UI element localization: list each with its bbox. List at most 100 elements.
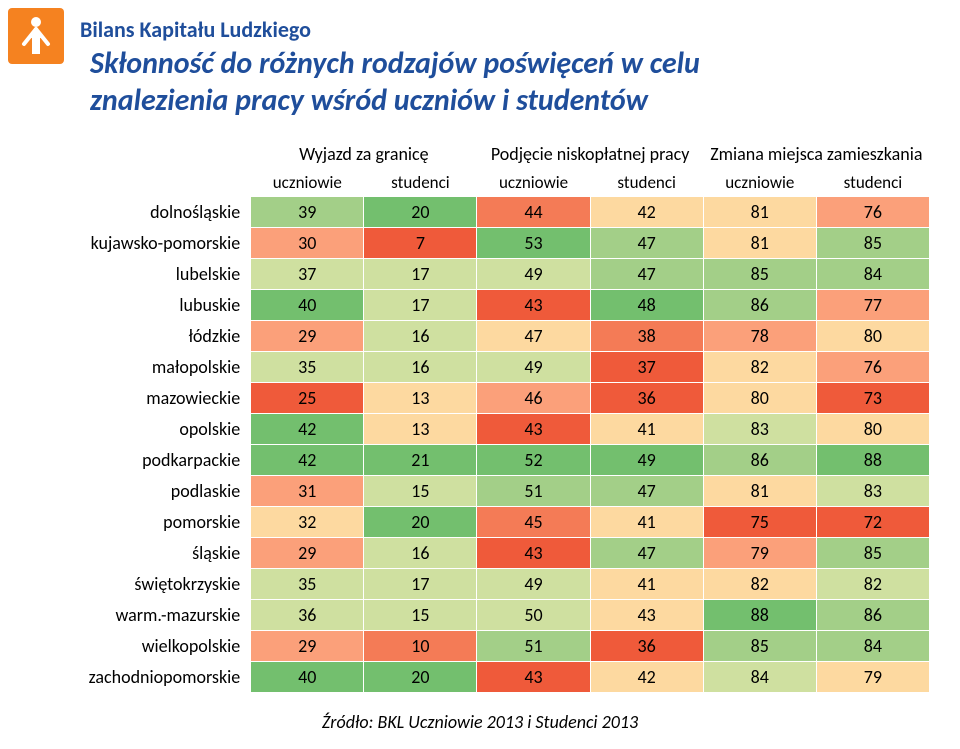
- cell: 43: [477, 662, 590, 693]
- cell: 17: [364, 290, 477, 321]
- slide-title: Skłonność do różnych rodzajów poświęceń …: [90, 46, 930, 119]
- cell: 82: [816, 569, 929, 600]
- row-label: łódzkie: [31, 321, 251, 352]
- cell: 85: [703, 631, 816, 662]
- table-corner-sub: [31, 170, 251, 197]
- title-line-2: znalezienia pracy wśród uczniów i studen…: [90, 82, 648, 119]
- cell: 79: [703, 538, 816, 569]
- cell: 81: [703, 476, 816, 507]
- cell: 78: [703, 321, 816, 352]
- cell: 20: [364, 507, 477, 538]
- table-row: łódzkie291647387880: [31, 321, 930, 352]
- cell: 29: [251, 538, 364, 569]
- row-label: kujawsko-pomorskie: [31, 228, 251, 259]
- cell: 35: [251, 352, 364, 383]
- header-group-1: Wyjazd za granicę: [251, 137, 477, 170]
- cell: 47: [590, 228, 703, 259]
- cell: 16: [364, 538, 477, 569]
- cell: 77: [816, 290, 929, 321]
- cell: 50: [477, 600, 590, 631]
- table-row: lubelskie371749478584: [31, 259, 930, 290]
- cell: 16: [364, 352, 477, 383]
- cell: 83: [816, 476, 929, 507]
- row-label: pomorskie: [31, 507, 251, 538]
- cell: 47: [590, 259, 703, 290]
- cell: 41: [590, 507, 703, 538]
- subheader-uczniowie: uczniowie: [477, 170, 590, 197]
- table-row: zachodniopomorskie402043428479: [31, 662, 930, 693]
- cell: 76: [816, 197, 929, 228]
- cell: 51: [477, 631, 590, 662]
- cell: 82: [703, 352, 816, 383]
- cell: 83: [703, 414, 816, 445]
- cell: 84: [816, 259, 929, 290]
- cell: 53: [477, 228, 590, 259]
- cell: 81: [703, 228, 816, 259]
- cell: 21: [364, 445, 477, 476]
- row-label: dolnośląskie: [31, 197, 251, 228]
- cell: 13: [364, 383, 477, 414]
- row-label: lubuskie: [31, 290, 251, 321]
- cell: 17: [364, 569, 477, 600]
- table-row: małopolskie351649378276: [31, 352, 930, 383]
- subheader-studenci: studenci: [816, 170, 929, 197]
- cell: 81: [703, 197, 816, 228]
- row-label: lubelskie: [31, 259, 251, 290]
- header-group-2: Podjęcie niskopłatnej pracy: [477, 137, 703, 170]
- cell: 41: [590, 414, 703, 445]
- cell: 40: [251, 662, 364, 693]
- cell: 80: [816, 414, 929, 445]
- row-label: mazowieckie: [31, 383, 251, 414]
- cell: 75: [703, 507, 816, 538]
- cell: 42: [590, 197, 703, 228]
- table-row: pomorskie322045417572: [31, 507, 930, 538]
- cell: 41: [590, 569, 703, 600]
- cell: 84: [816, 631, 929, 662]
- table-row: lubuskie401743488677: [31, 290, 930, 321]
- header-group-3: Zmiana miejsca zamieszkania: [703, 137, 929, 170]
- cell: 20: [364, 662, 477, 693]
- table-row: podlaskie311551478183: [31, 476, 930, 507]
- cell: 82: [703, 569, 816, 600]
- cell: 80: [816, 321, 929, 352]
- row-label: opolskie: [31, 414, 251, 445]
- cell: 47: [477, 321, 590, 352]
- cell: 37: [251, 259, 364, 290]
- cell: 47: [590, 538, 703, 569]
- cell: 38: [590, 321, 703, 352]
- cell: 85: [703, 259, 816, 290]
- table-row: podkarpackie422152498688: [31, 445, 930, 476]
- logo-icon: [8, 8, 64, 64]
- cell: 43: [590, 600, 703, 631]
- cell: 37: [590, 352, 703, 383]
- cell: 39: [251, 197, 364, 228]
- cell: 51: [477, 476, 590, 507]
- subheader-uczniowie: uczniowie: [251, 170, 364, 197]
- cell: 86: [816, 600, 929, 631]
- cell: 49: [477, 569, 590, 600]
- subheader-studenci: studenci: [364, 170, 477, 197]
- cell: 46: [477, 383, 590, 414]
- cell: 25: [251, 383, 364, 414]
- cell: 36: [590, 383, 703, 414]
- source-citation: Źródło: BKL Uczniowie 2013 i Studenci 20…: [0, 711, 960, 733]
- row-label: zachodniopomorskie: [31, 662, 251, 693]
- cell: 43: [477, 290, 590, 321]
- cell: 86: [703, 290, 816, 321]
- cell: 30: [251, 228, 364, 259]
- data-table: Wyjazd za granicę Podjęcie niskopłatnej …: [30, 136, 930, 693]
- cell: 49: [477, 259, 590, 290]
- table-row: mazowieckie251346368073: [31, 383, 930, 414]
- cell: 72: [816, 507, 929, 538]
- cell: 40: [251, 290, 364, 321]
- cell: 45: [477, 507, 590, 538]
- cell: 47: [590, 476, 703, 507]
- cell: 84: [703, 662, 816, 693]
- cell: 88: [703, 600, 816, 631]
- cell: 73: [816, 383, 929, 414]
- table-row: opolskie421343418380: [31, 414, 930, 445]
- cell: 32: [251, 507, 364, 538]
- table-row: śląskie291643477985: [31, 538, 930, 569]
- cell: 88: [816, 445, 929, 476]
- cell: 48: [590, 290, 703, 321]
